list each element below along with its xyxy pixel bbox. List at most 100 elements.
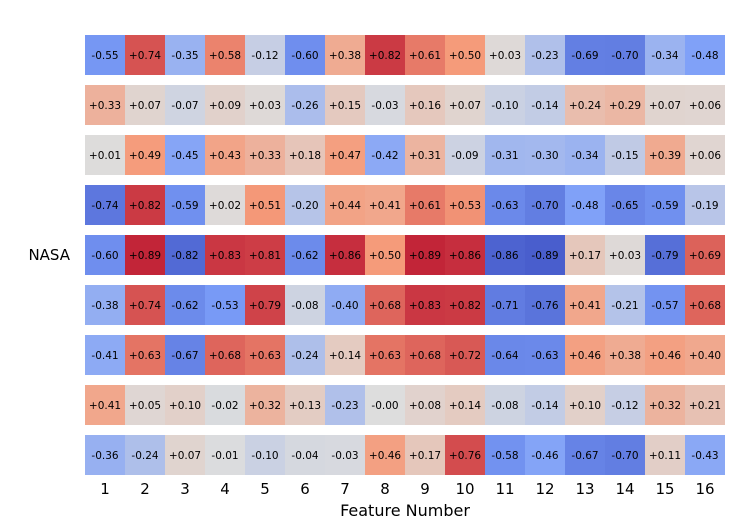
cell-value-label: +0.02 — [209, 200, 241, 212]
heatmap-cell — [525, 85, 565, 125]
heatmap-cell — [605, 35, 645, 75]
cell-value-label: -0.42 — [371, 150, 398, 162]
heatmap-cell — [525, 335, 565, 375]
cell-value-label: -0.70 — [611, 50, 638, 62]
heatmap-cell — [285, 285, 325, 325]
heatmap-cell — [605, 435, 645, 475]
heatmap-cell — [325, 335, 365, 375]
heatmap-cell — [285, 35, 325, 75]
cell-value-label: +0.32 — [649, 400, 681, 412]
heatmap-cell — [525, 235, 565, 275]
cell-value-label: +0.17 — [569, 250, 601, 262]
heatmap-cell — [485, 335, 525, 375]
cell-value-label: +0.68 — [689, 300, 721, 312]
cell-value-label: +0.18 — [289, 150, 321, 162]
heatmap-cell — [525, 35, 565, 75]
heatmap-cell — [525, 185, 565, 225]
cell-value-label: +0.41 — [569, 300, 601, 312]
heatmap-cell — [325, 135, 365, 175]
cell-value-label: -0.19 — [691, 200, 718, 212]
heatmap-cell — [405, 385, 445, 425]
cell-value-label: -0.38 — [91, 300, 118, 312]
cell-value-label: -0.12 — [251, 50, 278, 62]
cell-value-label: -0.59 — [651, 200, 678, 212]
heatmap-cell — [165, 135, 205, 175]
heatmap-cell — [205, 385, 245, 425]
heatmap-cell — [325, 385, 365, 425]
heatmap-cell — [365, 285, 405, 325]
heatmap-cell — [405, 135, 445, 175]
heatmap-cell — [645, 135, 685, 175]
cell-value-label: -0.57 — [651, 300, 678, 312]
cell-value-label: +0.16 — [409, 100, 441, 112]
cell-value-label: +0.50 — [369, 250, 401, 262]
heatmap-cell — [125, 385, 165, 425]
cell-value-label: +0.53 — [449, 200, 481, 212]
row-label: NASA — [28, 246, 70, 264]
heatmap-cell — [325, 85, 365, 125]
heatmap-cell — [125, 435, 165, 475]
heatmap-cell — [565, 35, 605, 75]
heatmap-cell — [685, 435, 725, 475]
cell-value-label: -0.15 — [611, 150, 638, 162]
cell-value-label: -0.58 — [491, 450, 518, 462]
heatmap-cell — [445, 185, 485, 225]
cell-value-label: -0.70 — [531, 200, 558, 212]
heatmap-cell — [645, 435, 685, 475]
heatmap-cell — [365, 235, 405, 275]
heatmap-cell — [85, 85, 125, 125]
heatmap-cell — [125, 285, 165, 325]
cell-value-label: +0.68 — [409, 350, 441, 362]
cell-value-label: +0.38 — [329, 50, 361, 62]
cell-value-label: +0.15 — [329, 100, 361, 112]
cell-value-label: +0.63 — [249, 350, 281, 362]
heatmap-cell — [405, 35, 445, 75]
heatmap-cell — [645, 385, 685, 425]
heatmap-cell — [165, 235, 205, 275]
cell-value-label: -0.67 — [571, 450, 598, 462]
cell-value-label: -0.64 — [491, 350, 518, 362]
heatmap-cell — [605, 285, 645, 325]
cell-value-label: -0.55 — [91, 50, 118, 62]
cell-value-label: +0.21 — [689, 400, 721, 412]
cell-value-label: -0.74 — [91, 200, 118, 212]
cell-value-label: -0.02 — [211, 400, 238, 412]
heatmap-cell — [205, 235, 245, 275]
cell-value-label: +0.68 — [369, 300, 401, 312]
x-tick-label: 11 — [495, 480, 514, 498]
heatmap-cell — [245, 135, 285, 175]
heatmap-cell — [685, 85, 725, 125]
cell-value-label: -0.60 — [291, 50, 318, 62]
cell-value-label: -0.40 — [331, 300, 358, 312]
cell-value-label: -0.10 — [491, 100, 518, 112]
heatmap-cell — [405, 85, 445, 125]
cell-value-label: +0.68 — [209, 350, 241, 362]
heatmap-cell — [445, 435, 485, 475]
cell-value-label: -0.03 — [331, 450, 358, 462]
cell-value-label: +0.24 — [569, 100, 601, 112]
heatmap-cell — [685, 285, 725, 325]
x-tick-label: 10 — [455, 480, 474, 498]
cell-value-label: +0.83 — [209, 250, 241, 262]
heatmap-cell — [485, 135, 525, 175]
cell-value-label: -0.24 — [131, 450, 158, 462]
heatmap-cell — [165, 385, 205, 425]
cell-value-label: -0.46 — [531, 450, 558, 462]
heatmap-cell — [645, 85, 685, 125]
cell-value-label: -0.03 — [371, 100, 398, 112]
cell-value-label: +0.82 — [369, 50, 401, 62]
cell-value-label: +0.06 — [689, 100, 721, 112]
cell-value-label: +0.61 — [409, 200, 441, 212]
cell-value-label: +0.11 — [649, 450, 681, 462]
cell-value-label: +0.33 — [89, 100, 121, 112]
heatmap-cell — [565, 285, 605, 325]
heatmap-cell — [365, 335, 405, 375]
cell-value-label: +0.08 — [409, 400, 441, 412]
heatmap-cell — [485, 85, 525, 125]
heatmap-cell — [445, 35, 485, 75]
cell-value-label: -0.63 — [491, 200, 518, 212]
heatmap-cell — [605, 85, 645, 125]
cell-value-label: -0.63 — [531, 350, 558, 362]
cell-value-label: -0.34 — [571, 150, 598, 162]
heatmap-cell — [365, 85, 405, 125]
